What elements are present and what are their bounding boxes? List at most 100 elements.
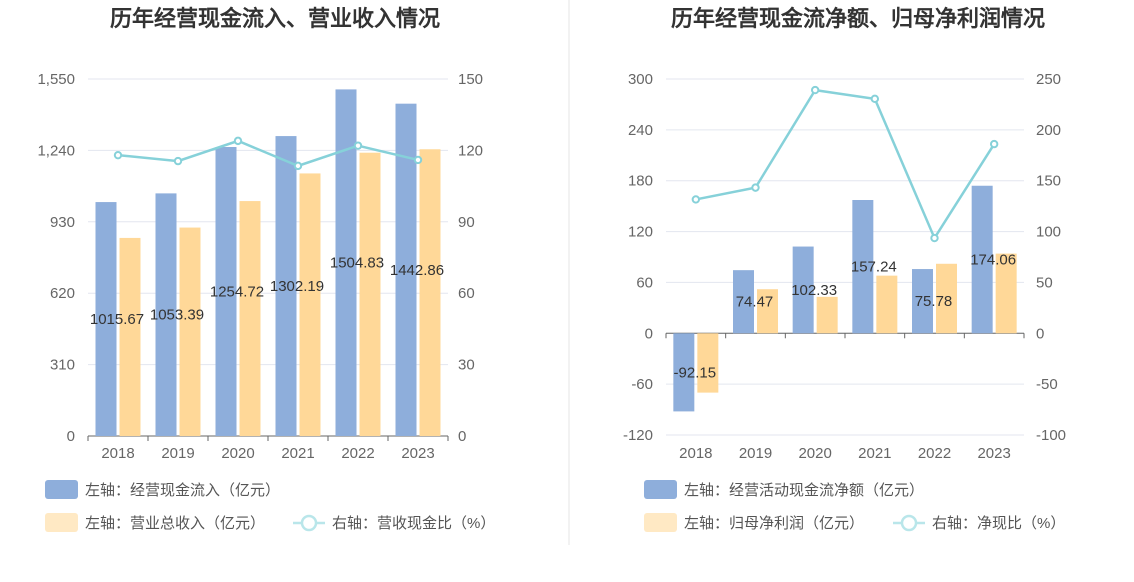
- data-label: 174.06: [970, 252, 1016, 269]
- chart-title: 历年经营现金流入、营业收入情况: [110, 6, 440, 31]
- bar-series-1: [95, 202, 117, 436]
- legend-label: 右轴：营收现金比（%）: [332, 515, 495, 532]
- bar-series-1: [852, 200, 874, 334]
- bar-series-1: [335, 89, 357, 436]
- left-axis-tick: 310: [50, 357, 75, 374]
- right-axis-tick: 0: [458, 428, 466, 445]
- left-axis-tick: 300: [628, 71, 653, 88]
- right-axis-tick: 60: [458, 285, 475, 302]
- x-axis-tick: 2022: [918, 445, 951, 462]
- legend-label: 左轴：归母净利润（亿元）: [684, 515, 864, 532]
- line-point: [413, 155, 423, 165]
- data-label: 1254.72: [210, 284, 264, 301]
- x-axis-tick: 2022: [341, 445, 374, 462]
- x-axis-tick: 2020: [798, 445, 831, 462]
- legend-label: 左轴：经营活动现金流净额（亿元）: [684, 482, 924, 499]
- legend-swatch-line-marker: [300, 514, 318, 532]
- bar-series-2: [936, 263, 957, 334]
- line-point: [113, 150, 123, 160]
- bar-series-2: [697, 333, 719, 393]
- line-point: [691, 195, 701, 204]
- line-point: [810, 85, 820, 95]
- x-axis-tick: 2021: [858, 445, 891, 462]
- legend-label: 左轴：经营现金流入（亿元）: [85, 482, 280, 499]
- data-label: 74.47: [736, 294, 774, 311]
- bar-series-1: [912, 269, 933, 334]
- bar-series-1: [792, 246, 814, 334]
- line-series: [695, 88, 996, 241]
- x-axis-tick: 2019: [161, 445, 194, 462]
- x-axis-tick: 2021: [281, 445, 314, 462]
- data-label: 1504.83: [330, 255, 384, 272]
- bar-series-2: [299, 173, 321, 436]
- right-axis-tick: 0: [1036, 325, 1044, 342]
- bar-series-1: [395, 103, 417, 436]
- legend: 左轴：经营活动现金流净额（亿元） 左轴：归母净利润（亿元） 右轴：净现比（%）: [644, 480, 1065, 532]
- right-axis-tick: -50: [1036, 376, 1058, 393]
- bar-series-2: [239, 201, 261, 436]
- left-axis-tick: 240: [628, 122, 653, 139]
- x-axis-tick: 2023: [977, 445, 1010, 462]
- x-axis-tick: 2019: [739, 445, 772, 462]
- bar-series-2: [419, 149, 441, 436]
- right-axis-tick: 200: [1036, 122, 1061, 139]
- line-series: [117, 139, 419, 168]
- right-axis-tick: -100: [1036, 427, 1066, 444]
- line-point: [751, 183, 760, 192]
- left-axis-tick: -120: [623, 427, 653, 444]
- legend-swatch-bar-1: [45, 480, 78, 499]
- right-axis-tick: 250: [1036, 71, 1061, 88]
- bar-series-2: [359, 152, 381, 436]
- legend: 左轴：经营现金流入（亿元） 左轴：营业总收入（亿元） 右轴：营收现金比（%）: [45, 480, 495, 532]
- bar-series-2: [757, 289, 778, 334]
- left-axis-tick: 0: [67, 428, 75, 445]
- bar-series-1: [733, 270, 754, 334]
- left-axis-tick: 1,550: [37, 71, 75, 88]
- line-point: [173, 156, 183, 166]
- left-axis-tick: 180: [628, 173, 653, 190]
- bar-series-1: [155, 193, 177, 436]
- legend-label: 右轴：净现比（%）: [932, 515, 1065, 532]
- right-axis-tick: 150: [1036, 173, 1061, 190]
- bar-series-2: [816, 296, 838, 334]
- left-axis-tick: 930: [50, 214, 75, 231]
- data-label: 1442.86: [390, 262, 444, 279]
- legend-swatch-line-marker: [900, 514, 918, 532]
- line-point: [870, 94, 880, 104]
- legend-swatch-bar-2: [45, 513, 78, 532]
- line-point: [233, 136, 243, 146]
- data-label: 1015.67: [90, 311, 144, 328]
- left-axis-tick: 620: [50, 285, 75, 302]
- data-label: 102.33: [791, 282, 837, 299]
- data-label: 1053.39: [150, 307, 204, 324]
- right-axis-tick: 50: [1036, 274, 1053, 291]
- data-label: -92.15: [674, 364, 717, 381]
- bar-series-1: [215, 147, 237, 437]
- legend-swatch-bar-1: [644, 480, 677, 499]
- right-axis-tick: 30: [458, 357, 475, 374]
- chart-panel-2: 历年经营现金流净额、归母净利润情况 -120 -100 -60 -50 0 0 60 50 120…: [623, 6, 1066, 532]
- x-axis-tick: 2018: [101, 445, 134, 462]
- bar-series-1: [275, 136, 297, 436]
- data-label: 75.78: [915, 293, 953, 310]
- x-axis-tick: 2023: [401, 445, 434, 462]
- data-label: 157.24: [851, 259, 897, 276]
- left-axis-tick: 60: [636, 274, 653, 291]
- bar-series-1: [673, 333, 695, 412]
- x-axis-tick: 2020: [221, 445, 254, 462]
- line-point: [989, 139, 999, 149]
- right-axis-tick: 150: [458, 71, 483, 88]
- chart-title: 历年经营现金流净额、归母净利润情况: [671, 6, 1045, 31]
- data-label: 1302.19: [270, 278, 324, 295]
- right-axis-tick: 120: [458, 142, 483, 159]
- x-axis-tick: 2018: [679, 445, 712, 462]
- right-axis-tick: 100: [1036, 224, 1061, 241]
- legend-swatch-bar-2: [644, 513, 677, 532]
- bar-series-2: [119, 237, 141, 436]
- left-axis-tick: 0: [645, 325, 653, 342]
- legend-label: 左轴：营业总收入（亿元）: [85, 515, 265, 532]
- left-axis-tick: 1,240: [37, 142, 75, 159]
- line-point: [353, 141, 363, 150]
- chart-panel-1: 历年经营现金流入、营业收入情况 0 0 310 30 620 60 930 90 1,240 120…: [37, 6, 495, 532]
